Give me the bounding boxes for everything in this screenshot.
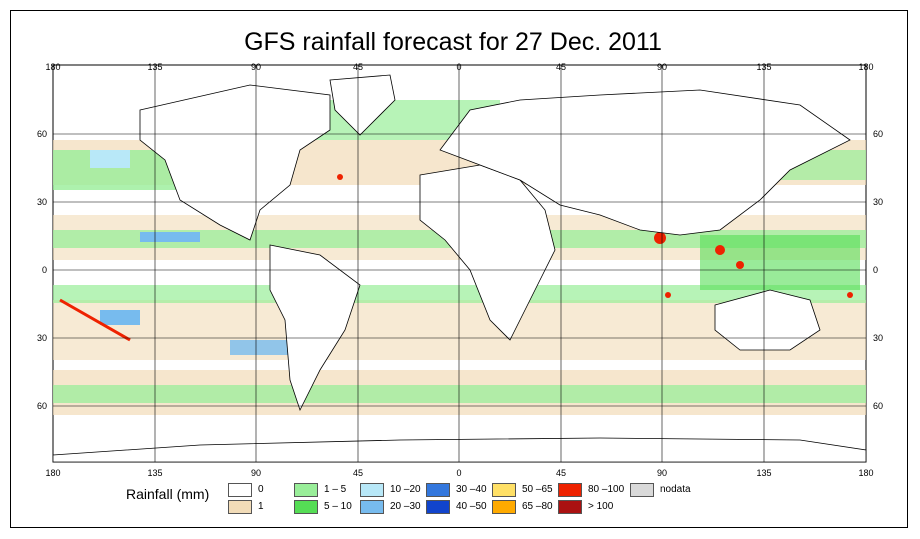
- lon-label: 135: [147, 468, 162, 478]
- bottom-longitude-labels: 180 135 90 45 0 45 90 135 180: [45, 468, 873, 478]
- lon-label: 45: [556, 468, 566, 478]
- lon-label: 180: [45, 468, 60, 478]
- legend-label: 5 – 10: [324, 501, 352, 512]
- legend-label: > 100: [588, 501, 614, 512]
- rainfall-legend: Rainfall (mm) 0 1 1 – 5 5 – 10 10 –20 20…: [122, 482, 762, 518]
- lon-label: 180: [858, 468, 873, 478]
- lon-label: 45: [353, 62, 363, 72]
- lat-label: 0: [873, 265, 878, 275]
- lat-label: 0: [42, 265, 47, 275]
- legend-label: nodata: [660, 484, 691, 495]
- legend-label: 20 –30: [390, 501, 421, 512]
- legend-label: 50 –65: [522, 484, 553, 495]
- legend-label: 40 –50: [456, 501, 487, 512]
- lon-label: 45: [556, 62, 566, 72]
- legend-swatch: [558, 500, 582, 514]
- lon-label: 90: [251, 468, 261, 478]
- right-latitude-labels: 60 30 0 30 60: [873, 129, 883, 411]
- legend-swatch: [294, 483, 318, 497]
- lon-label: 180: [858, 62, 873, 72]
- lat-label: 60: [873, 129, 883, 139]
- lat-label: 30: [873, 197, 883, 207]
- lat-label: 60: [37, 129, 47, 139]
- north-america: [139, 84, 331, 241]
- legend-title: Rainfall (mm): [126, 486, 210, 502]
- lon-label: 135: [756, 468, 771, 478]
- legend-label: 0: [258, 484, 264, 495]
- top-longitude-labels: 180 135 90 45 0 45 90 135 180: [45, 62, 873, 72]
- lon-label: 45: [353, 468, 363, 478]
- lat-label: 30: [37, 333, 47, 343]
- legend-swatch: [558, 483, 582, 497]
- australia: [714, 289, 821, 351]
- legend-label: 10 –20: [390, 484, 421, 495]
- lon-label: 180: [45, 62, 60, 72]
- lon-label: 90: [251, 62, 261, 72]
- legend-swatch: [360, 483, 384, 497]
- map-frame: [10, 10, 908, 528]
- legend-swatch: [492, 500, 516, 514]
- lat-label: 60: [873, 401, 883, 411]
- graticule: [53, 65, 866, 462]
- legend-swatch: [228, 483, 252, 497]
- map-title: GFS rainfall forecast for 27 Dec. 2011: [244, 28, 662, 56]
- legend-label: 80 –100: [588, 484, 625, 495]
- legend-label: 1: [258, 501, 264, 512]
- legend-swatch: [294, 500, 318, 514]
- lat-label: 30: [37, 197, 47, 207]
- europe-asia: [439, 89, 851, 236]
- left-latitude-labels: 60 30 0 30 60: [37, 129, 47, 411]
- lon-label: 90: [657, 468, 667, 478]
- legend-swatch: [630, 483, 654, 497]
- legend-label: 1 – 5: [324, 484, 347, 495]
- legend-swatch: [360, 500, 384, 514]
- lon-label: 0: [456, 62, 461, 72]
- lon-label: 90: [657, 62, 667, 72]
- greenland: [329, 74, 396, 136]
- lat-label: 60: [37, 401, 47, 411]
- lon-label: 135: [756, 62, 771, 72]
- legend-label: 30 –40: [456, 484, 487, 495]
- legend-swatch: [426, 483, 450, 497]
- legend-swatch: [228, 500, 252, 514]
- legend-swatch: [492, 483, 516, 497]
- lat-label: 30: [873, 333, 883, 343]
- lon-label: 135: [147, 62, 162, 72]
- legend-label: 65 –80: [522, 501, 553, 512]
- legend-swatch: [426, 500, 450, 514]
- continents: [52, 74, 867, 463]
- lon-label: 0: [456, 468, 461, 478]
